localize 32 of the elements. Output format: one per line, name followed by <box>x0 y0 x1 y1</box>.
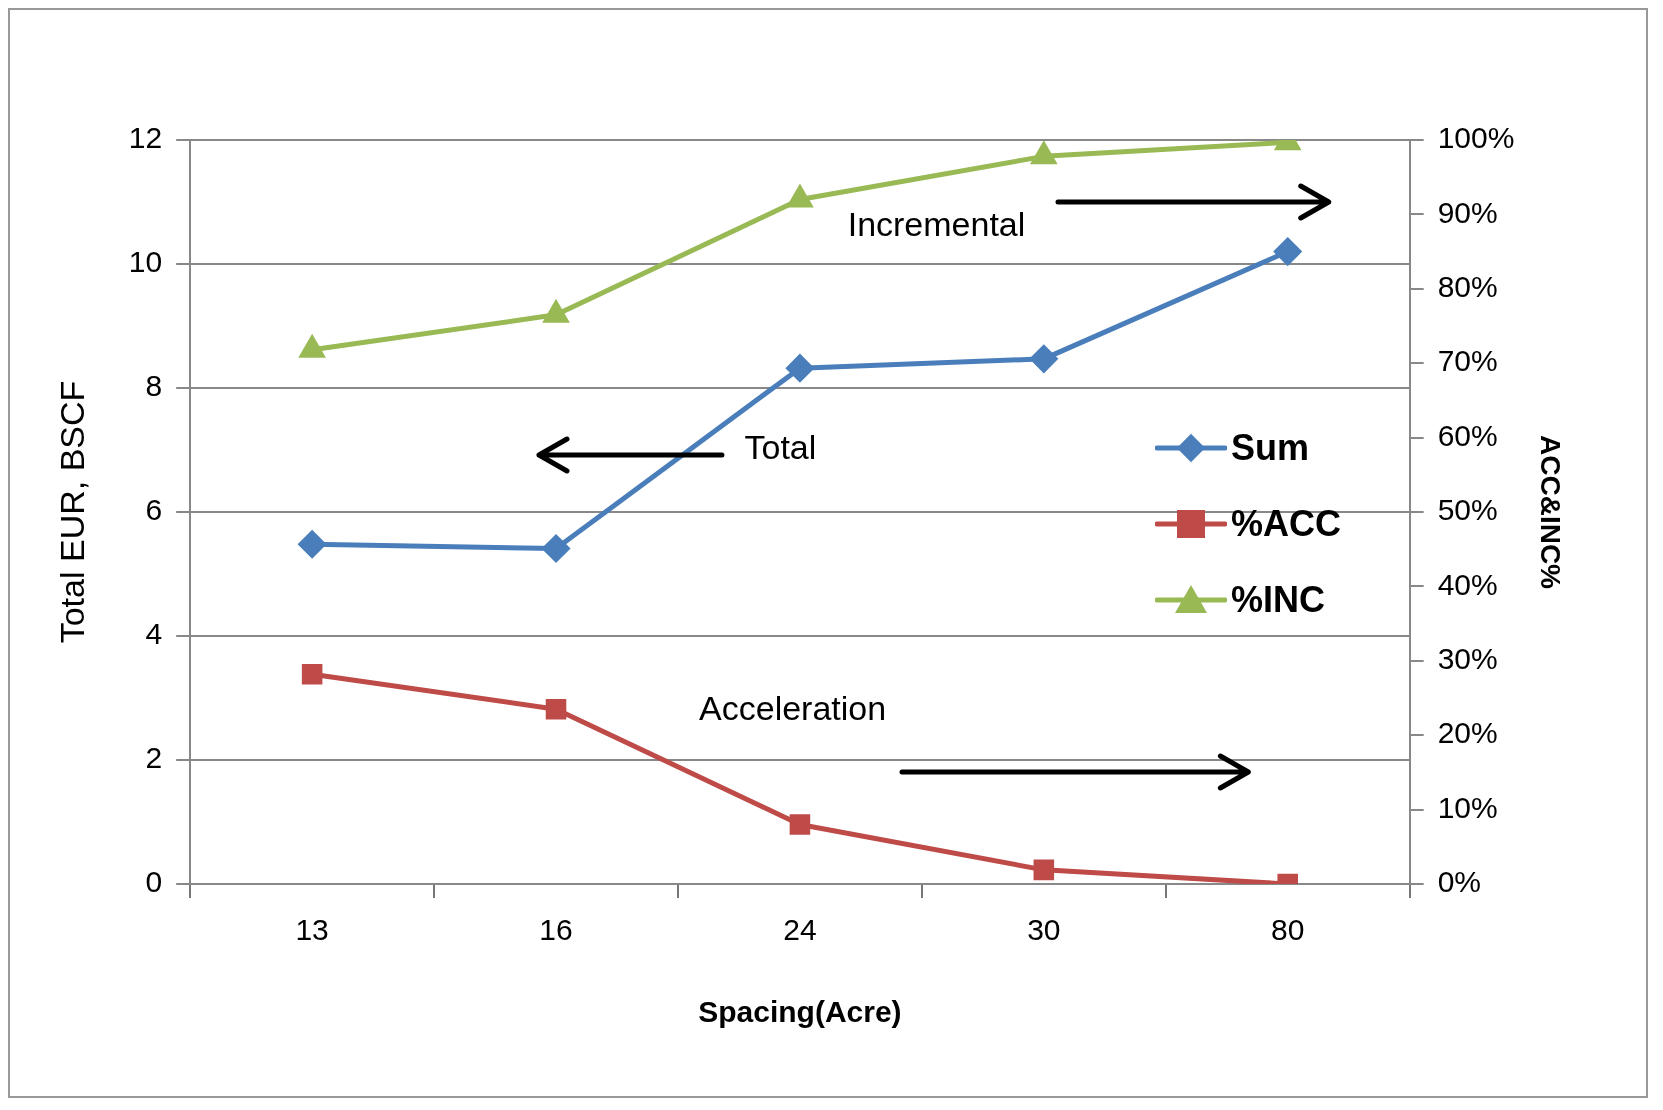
y2-tick-label: 10% <box>1437 790 1498 824</box>
x-tick-label: 16 <box>539 913 573 947</box>
x-tick-label: 80 <box>1271 913 1305 947</box>
legend-label: Sum <box>1231 427 1310 469</box>
y-tick-label: 8 <box>145 369 163 403</box>
annotation: Acceleration <box>699 688 887 727</box>
x-tick-label: 30 <box>1027 913 1061 947</box>
annotation: Total <box>744 428 817 467</box>
y2-tick-label: 60% <box>1437 418 1498 452</box>
y-tick-label: 12 <box>128 121 163 155</box>
y-tick-label: 4 <box>145 617 163 651</box>
x-tick-label: 13 <box>295 913 329 947</box>
y2-tick-label: 70% <box>1437 344 1498 378</box>
annotation: Incremental <box>847 205 1026 244</box>
y2-tick-label: 90% <box>1437 195 1498 229</box>
y2-axis-title: ACC&INC% <box>1535 435 1567 590</box>
y2-tick-label: 80% <box>1437 270 1498 304</box>
y-tick-label: 10 <box>128 245 163 279</box>
y2-tick-label: 50% <box>1437 493 1498 527</box>
x-axis-title: Spacing(Acre) <box>698 995 902 1029</box>
x-tick-label: 24 <box>783 913 817 947</box>
y2-tick-label: 20% <box>1437 716 1498 750</box>
y-axis-title: Total EUR, BSCF <box>52 380 91 644</box>
y-tick-label: 6 <box>145 493 163 527</box>
y-tick-label: 2 <box>145 741 163 775</box>
legend-label: %INC <box>1231 579 1326 621</box>
y2-tick-label: 30% <box>1437 642 1498 676</box>
y-tick-label: 0 <box>145 865 163 899</box>
legend-label: %ACC <box>1231 503 1342 545</box>
y2-tick-label: 40% <box>1437 567 1498 601</box>
y2-tick-label: 0% <box>1437 865 1482 899</box>
y2-tick-label: 100% <box>1437 121 1515 155</box>
